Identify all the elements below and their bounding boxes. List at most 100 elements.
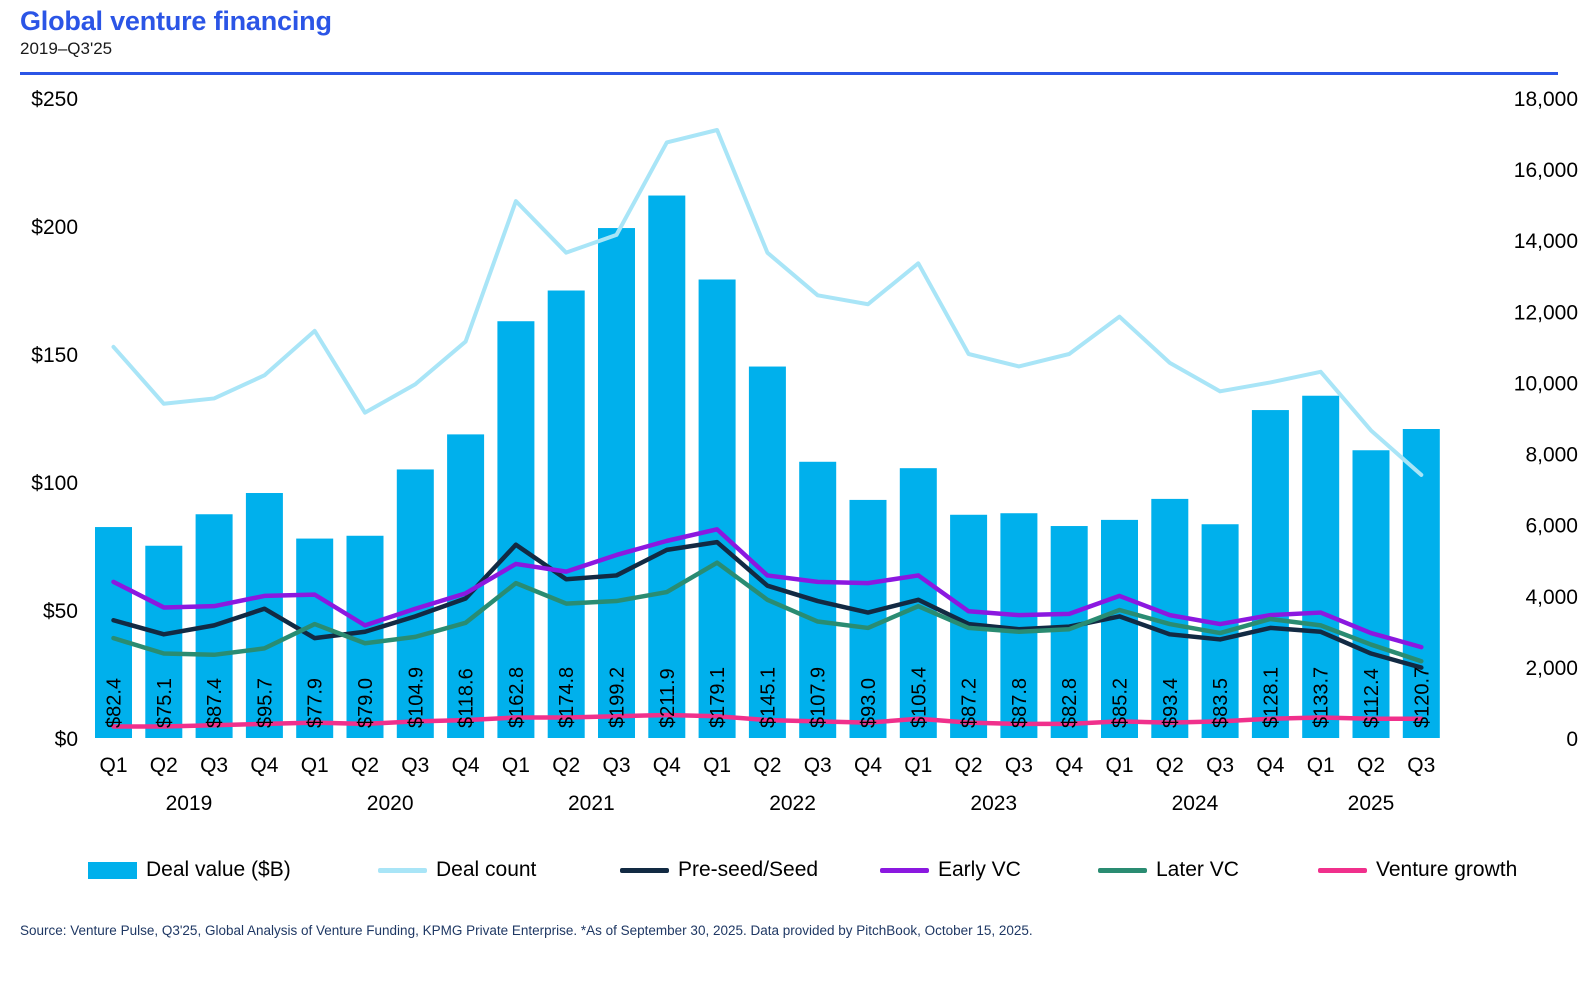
legend-label: Venture growth bbox=[1376, 858, 1518, 881]
legend-line-swatch-icon bbox=[378, 867, 427, 873]
series-line-pre-seed-seed bbox=[111, 539, 1424, 670]
x-tick-year: 2019 bbox=[166, 792, 213, 815]
x-tick-quarter: Q3 bbox=[602, 754, 630, 777]
bar bbox=[1101, 519, 1138, 738]
bar-value-label: $118.6 bbox=[456, 668, 478, 728]
legend-label: Pre-seed/Seed bbox=[678, 858, 819, 881]
x-tick-quarter: Q2 bbox=[753, 754, 781, 777]
bar-value-label: $199.2 bbox=[607, 667, 629, 728]
chart-subtitle: 2019–Q3'25 bbox=[20, 39, 113, 59]
x-tick-quarter: Q1 bbox=[1105, 754, 1133, 777]
right-axis-tick: 2,000 bbox=[1525, 657, 1578, 680]
legend-label: Deal count bbox=[436, 858, 537, 881]
page-title: Global venture financing bbox=[20, 6, 332, 36]
source-note: Source: Venture Pulse, Q3'25, Global Ana… bbox=[20, 923, 1033, 938]
bar-value-label: $85.2 bbox=[1110, 678, 1132, 728]
right-axis-tick: 10,000 bbox=[1514, 372, 1578, 395]
x-axis-quarters: Q1 Q2 Q3 Q4 Q1 Q2 Q3 Q4 Q1 Q2 Q3 Q4 Q1 Q2 Q3 Q4 Q1 Q2 Q3 Q4… bbox=[99, 754, 1435, 777]
right-axis-tick: 16,000 bbox=[1514, 159, 1578, 182]
series-line-later-vc bbox=[111, 560, 1424, 664]
x-tick-quarter: Q3 bbox=[200, 754, 228, 777]
right-axis-tick: 0 bbox=[1566, 728, 1578, 751]
legend-item-deal-count[interactable]: Deal count bbox=[378, 858, 536, 882]
bar bbox=[95, 527, 132, 738]
title-divider bbox=[20, 72, 1558, 75]
legend-line-swatch-icon bbox=[1098, 867, 1147, 873]
legend-item-pre-seed-seed[interactable]: Pre-seed/Seed bbox=[620, 858, 818, 882]
x-tick-quarter: Q3 bbox=[1005, 754, 1033, 777]
right-axis-tick: 8,000 bbox=[1525, 444, 1578, 467]
bar-value-label: $75.1 bbox=[154, 678, 176, 728]
left-axis-tick: $200 bbox=[31, 216, 78, 239]
x-tick-quarter: Q1 bbox=[301, 754, 329, 777]
bar-value-label: $128.1 bbox=[1260, 667, 1282, 728]
bar-value-label: $95.7 bbox=[254, 678, 276, 728]
bar bbox=[1402, 429, 1440, 738]
x-tick-quarter: Q4 bbox=[250, 754, 278, 777]
bar-value-label: $145.1 bbox=[757, 667, 779, 728]
bar bbox=[598, 228, 635, 738]
x-tick-quarter: Q4 bbox=[854, 754, 882, 777]
bar-value-label: $112.4 bbox=[1361, 668, 1383, 728]
bar-value-label: $133.7 bbox=[1311, 667, 1333, 728]
legend-label: Deal value ($B) bbox=[146, 858, 291, 881]
bar bbox=[497, 321, 535, 738]
x-tick-quarter: Q2 bbox=[351, 754, 379, 777]
legend-item-venture-growth[interactable]: Venture growth bbox=[1318, 858, 1517, 882]
x-tick-quarter: Q1 bbox=[904, 754, 932, 777]
chart-legend: Deal value ($B) Deal count Pre-seed/Seed Ea… bbox=[0, 850, 1588, 896]
legend-item-deal-value-b[interactable]: Deal value ($B) bbox=[88, 858, 291, 882]
legend-label: Later VC bbox=[1156, 858, 1239, 881]
right-axis-tick: 6,000 bbox=[1525, 515, 1578, 538]
x-tick-quarter: Q1 bbox=[703, 754, 731, 777]
bar-value-label: $105.4 bbox=[908, 667, 930, 728]
bar bbox=[547, 290, 585, 738]
x-tick-year: 2022 bbox=[769, 792, 816, 815]
bar bbox=[1352, 450, 1390, 738]
bar-value-label: $93.4 bbox=[1160, 678, 1182, 728]
bar-value-label: $87.4 bbox=[204, 678, 226, 728]
bar-value-label: $93.0 bbox=[858, 678, 880, 728]
bar bbox=[849, 499, 887, 738]
legend-item-early-vc[interactable]: Early VC bbox=[880, 858, 1021, 882]
bar-value-label: $82.4 bbox=[104, 678, 126, 728]
legend-item-later-vc[interactable]: Later VC bbox=[1098, 858, 1239, 882]
bar-value-label: $174.8 bbox=[556, 667, 578, 728]
x-tick-quarter: Q4 bbox=[452, 754, 480, 777]
bar-value-label: $83.5 bbox=[1210, 678, 1232, 728]
legend-bar-swatch-icon bbox=[88, 861, 137, 879]
right-axis-tick: 14,000 bbox=[1514, 230, 1578, 253]
bar-value-label: $87.8 bbox=[1009, 678, 1031, 728]
series-line-early-vc bbox=[111, 527, 1424, 650]
x-tick-year: 2021 bbox=[568, 792, 615, 815]
right-axis-tick: 4,000 bbox=[1525, 586, 1578, 609]
bar-value-label: $87.2 bbox=[959, 678, 981, 728]
bar-value-label: $79.0 bbox=[355, 678, 377, 728]
bar bbox=[748, 366, 786, 738]
x-tick-year: 2025 bbox=[1348, 792, 1395, 815]
x-tick-quarter: Q3 bbox=[1407, 754, 1435, 777]
legend-line-swatch-icon bbox=[880, 867, 929, 873]
bar bbox=[1302, 395, 1340, 738]
venture-financing-chart: $0 $50 $100 $150 $200 $250 0 2,000 4,000 6,000 8,0… bbox=[31, 88, 1578, 815]
left-axis-tick: $100 bbox=[31, 472, 78, 495]
bar-value-label: $77.9 bbox=[305, 678, 327, 728]
left-axis-tick: $50 bbox=[43, 600, 78, 623]
bar-value-label: $211.9 bbox=[657, 668, 679, 728]
bar bbox=[698, 279, 736, 738]
bar bbox=[1251, 410, 1289, 738]
legend-line-swatch-icon bbox=[620, 867, 669, 873]
x-tick-quarter: Q2 bbox=[955, 754, 983, 777]
x-tick-year: 2024 bbox=[1172, 792, 1219, 815]
bar bbox=[145, 545, 183, 738]
x-tick-quarter: Q1 bbox=[502, 754, 530, 777]
series-line-venture-growth bbox=[111, 712, 1424, 729]
bar-value-label: $82.8 bbox=[1059, 678, 1081, 728]
left-axis-tick: $150 bbox=[31, 344, 78, 367]
left-axis-tick: $250 bbox=[31, 88, 78, 111]
x-tick-year: 2023 bbox=[970, 792, 1017, 815]
x-tick-year: 2020 bbox=[367, 792, 414, 815]
series-line-deal-count bbox=[111, 128, 1424, 477]
bar-label-group: $82.4 $75.1 $87.4 $95.7 $77.9 $79.0 $104.9 $118… bbox=[104, 667, 1434, 728]
x-tick-quarter: Q2 bbox=[552, 754, 580, 777]
